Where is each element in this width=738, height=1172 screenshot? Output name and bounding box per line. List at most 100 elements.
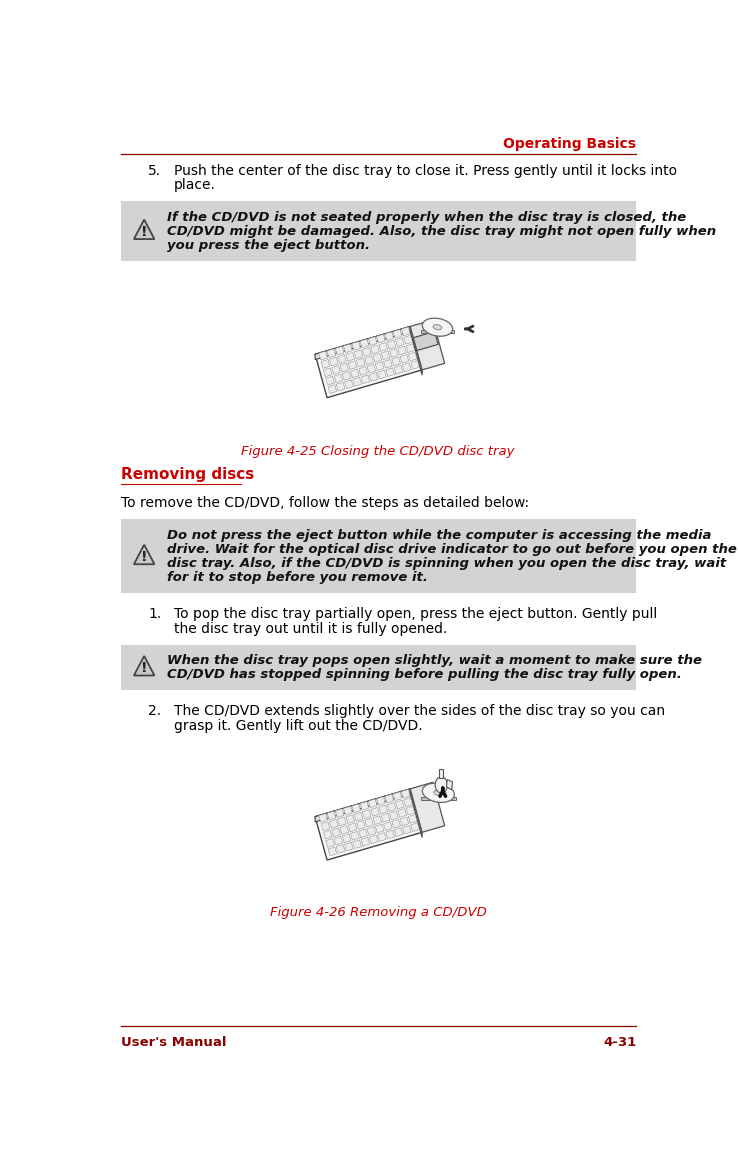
Polygon shape bbox=[387, 803, 396, 811]
Text: drive. Wait for the optical disc drive indicator to go out before you open the: drive. Wait for the optical disc drive i… bbox=[168, 543, 737, 556]
Polygon shape bbox=[354, 812, 363, 822]
Polygon shape bbox=[361, 837, 370, 846]
Polygon shape bbox=[356, 820, 365, 830]
Polygon shape bbox=[348, 823, 357, 832]
Polygon shape bbox=[351, 369, 359, 377]
Polygon shape bbox=[342, 372, 351, 380]
Polygon shape bbox=[342, 833, 351, 843]
Polygon shape bbox=[446, 779, 452, 790]
Polygon shape bbox=[378, 832, 386, 841]
Text: Figure 4-25 Closing the CD/DVD disc tray: Figure 4-25 Closing the CD/DVD disc tray bbox=[241, 445, 515, 458]
Polygon shape bbox=[370, 345, 379, 354]
Polygon shape bbox=[385, 332, 393, 341]
Ellipse shape bbox=[433, 325, 442, 329]
Text: place.: place. bbox=[173, 178, 215, 192]
Polygon shape bbox=[373, 816, 382, 825]
Polygon shape bbox=[390, 348, 399, 357]
Text: Do not press the eject button while the computer is accessing the media: Do not press the eject button while the … bbox=[168, 529, 712, 541]
Polygon shape bbox=[373, 354, 382, 362]
Polygon shape bbox=[384, 360, 392, 368]
Polygon shape bbox=[335, 809, 344, 818]
Polygon shape bbox=[394, 827, 403, 837]
Polygon shape bbox=[331, 366, 340, 374]
Polygon shape bbox=[321, 360, 330, 368]
Text: !: ! bbox=[141, 661, 148, 675]
Text: the disc tray out until it is fully opened.: the disc tray out until it is fully open… bbox=[173, 621, 447, 635]
Polygon shape bbox=[359, 367, 368, 375]
Polygon shape bbox=[328, 384, 337, 394]
Polygon shape bbox=[387, 340, 396, 349]
Polygon shape bbox=[390, 811, 399, 819]
FancyBboxPatch shape bbox=[121, 519, 636, 593]
Polygon shape bbox=[345, 843, 354, 851]
Polygon shape bbox=[331, 827, 340, 837]
Polygon shape bbox=[398, 346, 407, 355]
Polygon shape bbox=[338, 355, 346, 363]
Text: you press the eject button.: you press the eject button. bbox=[168, 239, 370, 252]
Polygon shape bbox=[353, 377, 362, 386]
Polygon shape bbox=[376, 797, 385, 805]
Text: When the disc tray pops open slightly, wait a moment to make sure the: When the disc tray pops open slightly, w… bbox=[168, 654, 703, 667]
Polygon shape bbox=[337, 382, 345, 391]
Polygon shape bbox=[325, 839, 334, 847]
FancyBboxPatch shape bbox=[121, 202, 636, 261]
Polygon shape bbox=[360, 802, 369, 810]
Polygon shape bbox=[134, 219, 154, 239]
Polygon shape bbox=[402, 825, 411, 834]
Polygon shape bbox=[392, 819, 401, 829]
Polygon shape bbox=[356, 359, 365, 367]
Polygon shape bbox=[408, 815, 417, 823]
Polygon shape bbox=[392, 357, 401, 366]
Polygon shape bbox=[367, 364, 376, 373]
Ellipse shape bbox=[422, 783, 455, 803]
Polygon shape bbox=[378, 370, 386, 379]
Polygon shape bbox=[406, 343, 415, 353]
Polygon shape bbox=[319, 352, 328, 360]
Polygon shape bbox=[367, 826, 376, 836]
Polygon shape bbox=[406, 806, 415, 815]
Polygon shape bbox=[352, 341, 361, 350]
Polygon shape bbox=[329, 819, 338, 829]
Polygon shape bbox=[402, 363, 411, 372]
Text: 2.: 2. bbox=[148, 704, 161, 718]
Text: 1.: 1. bbox=[148, 607, 162, 621]
Polygon shape bbox=[327, 349, 336, 357]
Text: Operating Basics: Operating Basics bbox=[503, 137, 636, 151]
Text: 5.: 5. bbox=[148, 164, 161, 178]
Polygon shape bbox=[323, 830, 332, 839]
Ellipse shape bbox=[422, 318, 452, 336]
Text: 4-31: 4-31 bbox=[603, 1036, 636, 1049]
Polygon shape bbox=[410, 789, 422, 838]
Text: To remove the CD/DVD, follow the steps as detailed below:: To remove the CD/DVD, follow the steps a… bbox=[121, 496, 529, 510]
Polygon shape bbox=[382, 352, 390, 360]
Polygon shape bbox=[325, 376, 334, 386]
Polygon shape bbox=[370, 808, 379, 816]
Polygon shape bbox=[398, 809, 407, 817]
Polygon shape bbox=[404, 335, 413, 345]
Polygon shape bbox=[376, 362, 384, 370]
Polygon shape bbox=[359, 829, 368, 838]
Polygon shape bbox=[335, 347, 344, 355]
Polygon shape bbox=[340, 363, 348, 372]
Polygon shape bbox=[362, 810, 371, 818]
Polygon shape bbox=[404, 798, 413, 806]
Polygon shape bbox=[315, 789, 410, 822]
Polygon shape bbox=[376, 824, 384, 833]
Text: for it to stop before you remove it.: for it to stop before you remove it. bbox=[168, 572, 428, 585]
Polygon shape bbox=[134, 545, 154, 564]
Text: disc tray. Also, if the CD/DVD is spinning when you open the disc tray, wait: disc tray. Also, if the CD/DVD is spinni… bbox=[168, 557, 727, 571]
Polygon shape bbox=[369, 834, 378, 844]
Text: If the CD/DVD is not seated properly when the disc tray is closed, the: If the CD/DVD is not seated properly whe… bbox=[168, 211, 686, 224]
Polygon shape bbox=[337, 845, 345, 853]
Polygon shape bbox=[413, 332, 438, 350]
Polygon shape bbox=[338, 817, 346, 826]
Polygon shape bbox=[328, 847, 337, 856]
Polygon shape bbox=[346, 815, 354, 824]
Polygon shape bbox=[410, 361, 419, 369]
Polygon shape bbox=[368, 799, 377, 808]
Polygon shape bbox=[360, 339, 369, 348]
Polygon shape bbox=[334, 837, 342, 845]
Polygon shape bbox=[315, 789, 422, 860]
Polygon shape bbox=[396, 800, 404, 809]
Polygon shape bbox=[319, 813, 328, 823]
